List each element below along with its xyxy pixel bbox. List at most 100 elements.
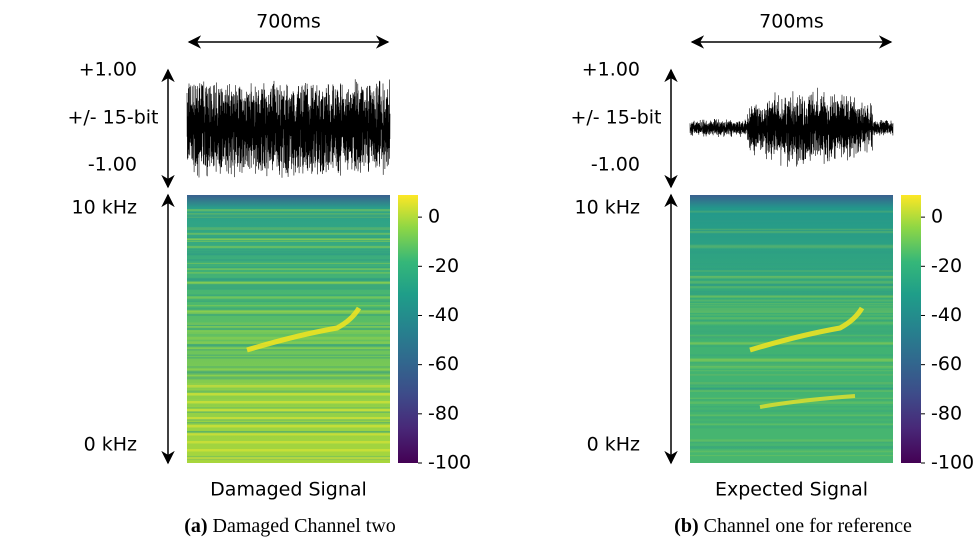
spectrogram-texture	[187, 236, 390, 239]
spectrogram-texture	[187, 332, 390, 334]
spectrogram-texture	[187, 294, 390, 297]
spectrogram-texture	[690, 384, 893, 386]
spectrogram-texture	[690, 246, 893, 249]
spectrogram-texture	[187, 262, 390, 264]
spectrogram-band	[187, 425, 390, 428]
spectrogram-texture	[187, 288, 390, 290]
chirp	[246, 306, 362, 353]
spectrogram-texture	[187, 310, 390, 313]
spectrogram-texture	[187, 428, 390, 431]
spectrogram-texture	[187, 323, 390, 327]
chirp-low	[759, 394, 856, 409]
spectrogram-texture	[187, 455, 390, 459]
spectrogram-texture	[690, 387, 893, 390]
spectrogram-texture	[690, 314, 893, 316]
spectrogram-texture	[690, 388, 893, 390]
spectrogram-texture	[690, 237, 893, 239]
spectrogram-texture	[690, 362, 893, 366]
spectrogram-texture	[690, 388, 893, 391]
spectrogram-texture	[187, 322, 390, 326]
spectrogram-texture	[690, 282, 893, 285]
spectrogram-texture	[690, 290, 893, 293]
spectrogram-texture	[690, 343, 893, 345]
colorbar-tick-label: 0	[931, 206, 943, 228]
spectrogram-texture	[690, 359, 893, 362]
spectrogram-texture	[690, 302, 893, 305]
spectrogram-texture	[690, 387, 893, 390]
spectrogram-texture	[690, 285, 893, 289]
spectrogram-texture	[690, 439, 893, 443]
colorbar-tick-label: -20	[428, 255, 459, 277]
spectrogram-texture	[187, 227, 390, 230]
freq-bottom: 0 kHz	[84, 434, 137, 456]
amp-bottom: -1.00	[88, 154, 137, 176]
colorbar-tick-label: -40	[931, 304, 962, 326]
spectrogram-texture	[690, 311, 893, 314]
spectrogram-texture	[187, 357, 390, 359]
spectrogram-texture	[690, 445, 893, 449]
spectrogram-texture	[690, 275, 893, 279]
spectrogram-texture	[690, 319, 893, 322]
spectrogram-texture	[690, 441, 893, 444]
duration-label: 700ms	[759, 11, 824, 33]
spectrogram-texture	[690, 397, 893, 400]
spectrogram-texture	[187, 277, 390, 281]
spectrogram-texture	[187, 371, 390, 374]
caption-tag: (b)	[674, 515, 698, 537]
spectrogram-texture	[690, 305, 893, 307]
spectrogram-texture	[187, 347, 390, 351]
spectrogram-texture	[187, 326, 390, 329]
spectrogram-texture	[187, 369, 390, 372]
spectrogram-texture	[187, 212, 390, 216]
spectrogram-texture	[690, 373, 893, 376]
colorbar	[398, 195, 418, 463]
spectrogram-texture	[690, 228, 893, 231]
waveform	[689, 87, 894, 167]
spectrogram-texture	[690, 283, 893, 286]
spectrogram-texture	[187, 286, 390, 289]
spectrogram-texture	[187, 329, 390, 333]
spectrogram-texture	[187, 312, 390, 315]
spectrogram-texture	[187, 354, 390, 356]
spectrogram-texture	[690, 233, 893, 237]
spectrogram-texture	[187, 406, 390, 409]
spectrogram-texture	[690, 359, 893, 362]
spectrogram-texture	[690, 370, 893, 372]
freq-top: 10 kHz	[575, 197, 641, 219]
spectrogram-texture	[690, 307, 893, 311]
spectrogram-texture	[690, 341, 893, 344]
spectrogram-texture	[187, 228, 390, 230]
spectrogram-texture	[187, 313, 390, 315]
spectrogram-band	[187, 401, 390, 404]
spectrogram-texture	[187, 405, 390, 409]
spectrogram-texture	[187, 411, 390, 413]
spectrogram-texture	[690, 284, 893, 287]
spectrogram-texture	[187, 431, 390, 434]
colorbar-tick-label: -20	[931, 255, 962, 277]
spectrogram-texture	[690, 270, 893, 272]
spectrogram-texture	[690, 244, 893, 247]
spectrogram-band	[187, 385, 390, 388]
caption: (a) Damaged Channel two	[184, 515, 396, 537]
colorbar-tick-label: -100	[428, 452, 471, 474]
amp-mid: +/- 15-bit	[67, 107, 158, 129]
spectrogram-texture	[187, 278, 390, 280]
spectrogram-texture	[187, 313, 390, 316]
spectrogram-texture	[187, 250, 390, 253]
spectrogram-texture	[187, 327, 390, 331]
spectrogram-texture	[690, 414, 893, 417]
spectrogram-texture	[690, 280, 893, 283]
spectrogram-texture	[187, 300, 390, 303]
spectrogram-texture	[690, 320, 893, 322]
spectrogram-texture	[690, 450, 893, 453]
spectrogram-texture	[690, 345, 893, 348]
colorbar-tick-label: -40	[428, 304, 459, 326]
spectrogram-texture	[690, 423, 893, 426]
spectrogram-texture	[690, 425, 893, 429]
spectrogram-texture	[690, 283, 893, 286]
spectrogram-texture	[187, 430, 390, 433]
spectrogram-texture	[690, 277, 893, 280]
spectrogram-texture	[187, 281, 390, 285]
spectrogram-texture	[690, 409, 893, 413]
spectrogram-texture	[187, 298, 390, 300]
